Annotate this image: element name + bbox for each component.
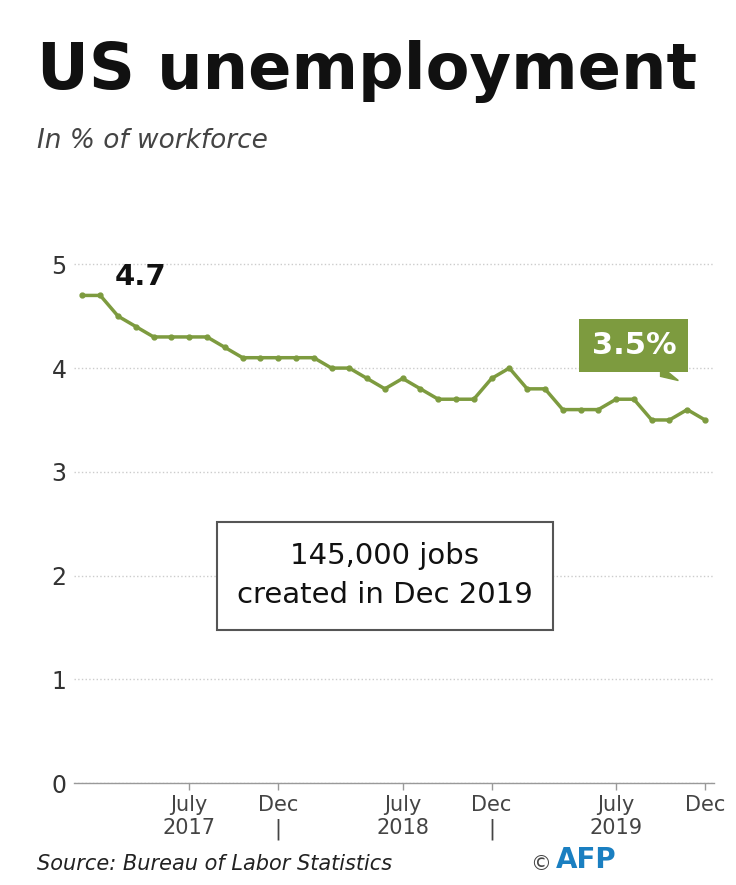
Text: Source: Bureau of Labor Statistics: Source: Bureau of Labor Statistics (37, 854, 392, 874)
Text: AFP: AFP (556, 846, 616, 874)
Text: ©: © (530, 854, 551, 874)
Text: 145,000 jobs
created in Dec 2019: 145,000 jobs created in Dec 2019 (237, 543, 533, 609)
Text: 3.5%: 3.5% (592, 331, 703, 418)
Text: US unemployment: US unemployment (37, 40, 697, 103)
Polygon shape (660, 366, 679, 381)
Text: In % of workforce: In % of workforce (37, 128, 268, 154)
Text: 4.7: 4.7 (115, 263, 166, 291)
